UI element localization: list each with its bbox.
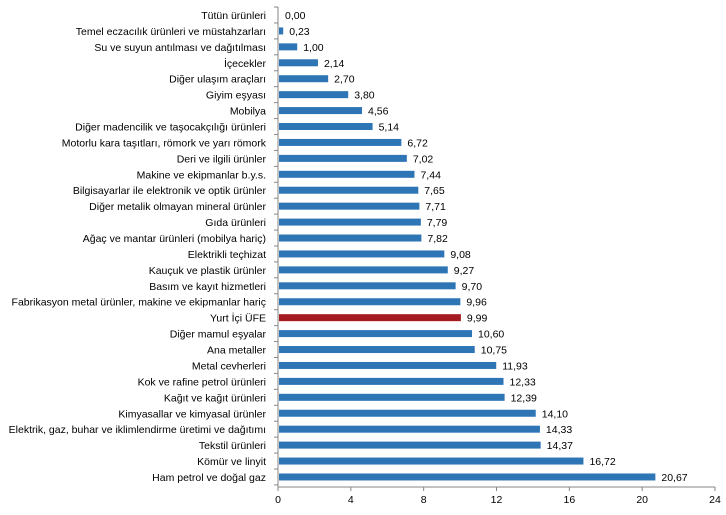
value-label: 6,72 bbox=[407, 137, 428, 149]
bar bbox=[279, 75, 329, 83]
value-label: 7,44 bbox=[420, 169, 441, 181]
bar bbox=[279, 27, 284, 35]
bar bbox=[279, 107, 363, 115]
bar bbox=[279, 202, 420, 210]
value-label: 3,80 bbox=[354, 90, 375, 102]
value-label: 7,82 bbox=[427, 233, 448, 245]
category-label: Giyim eşyası bbox=[206, 90, 266, 102]
x-tick-label: 0 bbox=[275, 494, 281, 506]
bar bbox=[279, 282, 456, 290]
category-label: Elektrik, gaz, buhar ve iklimlendirme ür… bbox=[9, 424, 266, 436]
bar bbox=[279, 234, 422, 242]
x-tick-label: 12 bbox=[491, 494, 503, 506]
bar bbox=[279, 266, 448, 274]
bar bbox=[279, 457, 584, 465]
category-label: İçecekler bbox=[224, 57, 267, 70]
category-label: Elektrikli teçhizat bbox=[188, 249, 266, 261]
value-label: 10,75 bbox=[481, 345, 507, 357]
category-label: Motorlu kara taşıtları, römork ve yarı r… bbox=[62, 137, 267, 149]
category-label: Temel eczacılık ürünleri ve müstahzarlar… bbox=[76, 26, 266, 38]
bar bbox=[279, 314, 461, 322]
value-label: 10,60 bbox=[478, 329, 504, 341]
value-label: 9,08 bbox=[450, 249, 471, 261]
value-label: 12,39 bbox=[511, 392, 537, 404]
bar bbox=[279, 59, 318, 67]
bar bbox=[279, 186, 419, 194]
value-label: 4,56 bbox=[368, 106, 389, 118]
value-label: 9,96 bbox=[466, 297, 487, 309]
value-label: 5,14 bbox=[379, 122, 400, 134]
category-label: Diğer metalik olmayan mineral ürünler bbox=[89, 201, 266, 213]
value-label: 9,99 bbox=[467, 313, 488, 325]
value-label: 2,70 bbox=[334, 74, 355, 86]
category-label: Kömür ve linyit bbox=[197, 456, 266, 468]
value-label: 16,72 bbox=[589, 456, 615, 468]
x-tick-label: 20 bbox=[636, 494, 648, 506]
value-label: 1,00 bbox=[303, 42, 324, 54]
bar bbox=[279, 473, 656, 481]
category-label: Fabrikasyon metal ürünler, makine ve eki… bbox=[12, 297, 266, 309]
x-tick-label: 4 bbox=[348, 494, 354, 506]
value-label: 7,02 bbox=[413, 153, 434, 165]
category-label: Basım ve kayıt hizmetleri bbox=[149, 281, 266, 293]
bar bbox=[279, 170, 415, 178]
category-label: Ham petrol ve doğal gaz bbox=[152, 472, 266, 484]
category-label: Mobilya bbox=[230, 106, 266, 118]
value-label: 9,70 bbox=[462, 281, 483, 293]
value-label: 14,33 bbox=[546, 424, 572, 436]
bar bbox=[279, 298, 461, 306]
value-label: 9,27 bbox=[454, 265, 475, 277]
bar bbox=[279, 91, 349, 99]
category-label: Kauçuk ve plastik ürünler bbox=[149, 265, 267, 277]
value-label: 11,93 bbox=[502, 360, 528, 372]
category-label: Ağaç ve mantar ürünleri (mobilya hariç) bbox=[83, 233, 266, 245]
value-label: 7,79 bbox=[427, 217, 448, 229]
bar bbox=[279, 377, 504, 385]
value-label: 14,37 bbox=[547, 440, 573, 452]
category-label: Diğer mamul eşyalar bbox=[170, 329, 267, 341]
category-label: Kağıt ve kağıt ürünleri bbox=[164, 392, 266, 404]
category-label: Tekstil ürünleri bbox=[199, 440, 266, 452]
x-tick-label: 24 bbox=[709, 494, 721, 506]
category-label: Kimyasallar ve kimyasal ürünler bbox=[118, 408, 266, 420]
bar bbox=[279, 123, 373, 131]
category-label: Deri ve ilgili ürünler bbox=[177, 153, 267, 165]
bar bbox=[279, 43, 298, 51]
value-label: 7,65 bbox=[424, 185, 445, 197]
category-label: Kok ve rafine petrol ürünleri bbox=[138, 376, 266, 388]
bar bbox=[279, 218, 421, 226]
category-label: Metal cevherleri bbox=[192, 360, 266, 372]
bar bbox=[279, 441, 541, 449]
bar bbox=[279, 409, 536, 417]
bar bbox=[279, 154, 407, 162]
bar bbox=[279, 393, 505, 401]
category-label: Bilgisayarlar ile elektronik ve optik ür… bbox=[73, 185, 267, 197]
value-label: 2,14 bbox=[324, 58, 345, 70]
bar bbox=[279, 330, 473, 338]
value-label: 12,33 bbox=[510, 376, 536, 388]
value-label: 14,10 bbox=[542, 408, 568, 420]
category-label: Tütün ürünleri bbox=[201, 10, 266, 22]
category-label: Su ve suyun antılması ve dağıtılması bbox=[94, 42, 266, 54]
x-tick-label: 16 bbox=[563, 494, 575, 506]
category-label: Ana metaller bbox=[207, 345, 266, 357]
category-label: Diğer ulaşım araçları bbox=[169, 74, 266, 86]
category-label: Gıda ürünleri bbox=[205, 217, 266, 229]
category-label: Diğer madencilik ve taşocakçılığı ürünle… bbox=[75, 122, 266, 134]
x-tick-label: 8 bbox=[421, 494, 427, 506]
value-label: 0,23 bbox=[289, 26, 310, 38]
value-label: 20,67 bbox=[661, 472, 687, 484]
bar bbox=[279, 425, 540, 433]
bar bbox=[279, 138, 402, 146]
bar bbox=[279, 250, 445, 258]
value-label: 0,00 bbox=[285, 10, 306, 22]
bar bbox=[279, 361, 497, 369]
bar bbox=[279, 346, 475, 354]
value-label: 7,71 bbox=[425, 201, 446, 213]
category-label: Makine ve ekipmanlar b.y.s. bbox=[137, 169, 266, 181]
category-label: Yurt İçi ÜFE bbox=[210, 312, 266, 325]
